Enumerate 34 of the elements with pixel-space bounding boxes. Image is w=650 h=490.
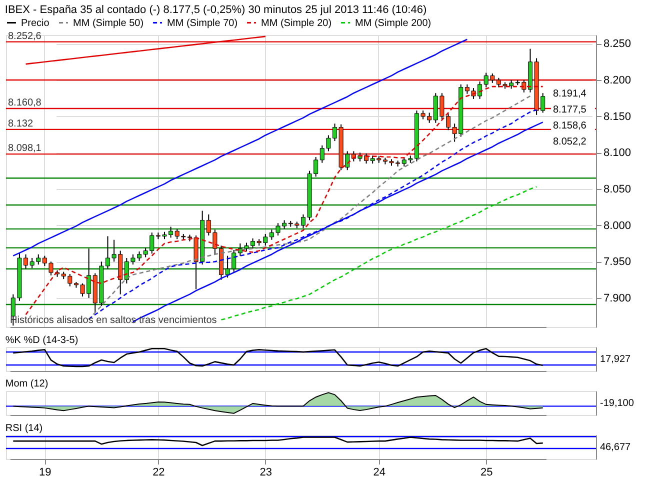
legend-label: Precio	[21, 18, 50, 29]
legend-label: MM (Simple 200)	[355, 18, 432, 29]
ref-line-label: 8.160,8	[8, 98, 42, 109]
legend-label: MM (Simple 20)	[261, 18, 332, 29]
y-tick-label: 8.250	[604, 38, 632, 50]
text: -19,100	[600, 398, 634, 409]
text: 8.158,6	[553, 120, 587, 132]
chart-title: IBEX - España 35 al contado (-) 8.177,5 (-0,25%) 30 minutos 25 jul 2013 11:46 (10:46)	[4, 4, 427, 16]
y-tick-label: 8.200	[604, 74, 632, 87]
ref-line-label: 8.132	[8, 118, 34, 130]
ref-line-label: 8.098,1	[8, 143, 42, 154]
y-tick-label: 7.900	[604, 292, 632, 304]
x-tick-label: 22	[152, 466, 165, 478]
x-tick-label: 23	[260, 466, 272, 478]
chart-title: %K %D (14-3-5)	[5, 335, 78, 346]
ref-line-label: 8.252,6	[8, 30, 42, 42]
text: 8.177,5	[553, 104, 587, 116]
text: 17,927	[600, 354, 632, 365]
line-series	[220, 186, 538, 320]
y-tick-label: 8.100	[604, 147, 632, 160]
y-tick-label: 8.050	[604, 183, 632, 196]
text: 8.052,2	[553, 136, 587, 148]
legend-label: MM (Simple 70)	[167, 18, 238, 29]
text: 46,677	[600, 442, 632, 453]
y-tick-label: 8.150	[604, 110, 632, 123]
x-tick-label: 24	[373, 466, 386, 478]
text: 8.191,4	[553, 88, 587, 100]
legend-label: MM (Simple 50)	[73, 18, 144, 29]
y-tick-label: 7.950	[604, 256, 632, 268]
x-tick-label: 19	[39, 466, 52, 478]
chart-title: RSI (14)	[5, 423, 43, 434]
x-tick-label: 25	[480, 466, 493, 478]
y-tick-label: 8.000	[604, 220, 632, 232]
chart-title: Mom (12)	[5, 378, 48, 390]
